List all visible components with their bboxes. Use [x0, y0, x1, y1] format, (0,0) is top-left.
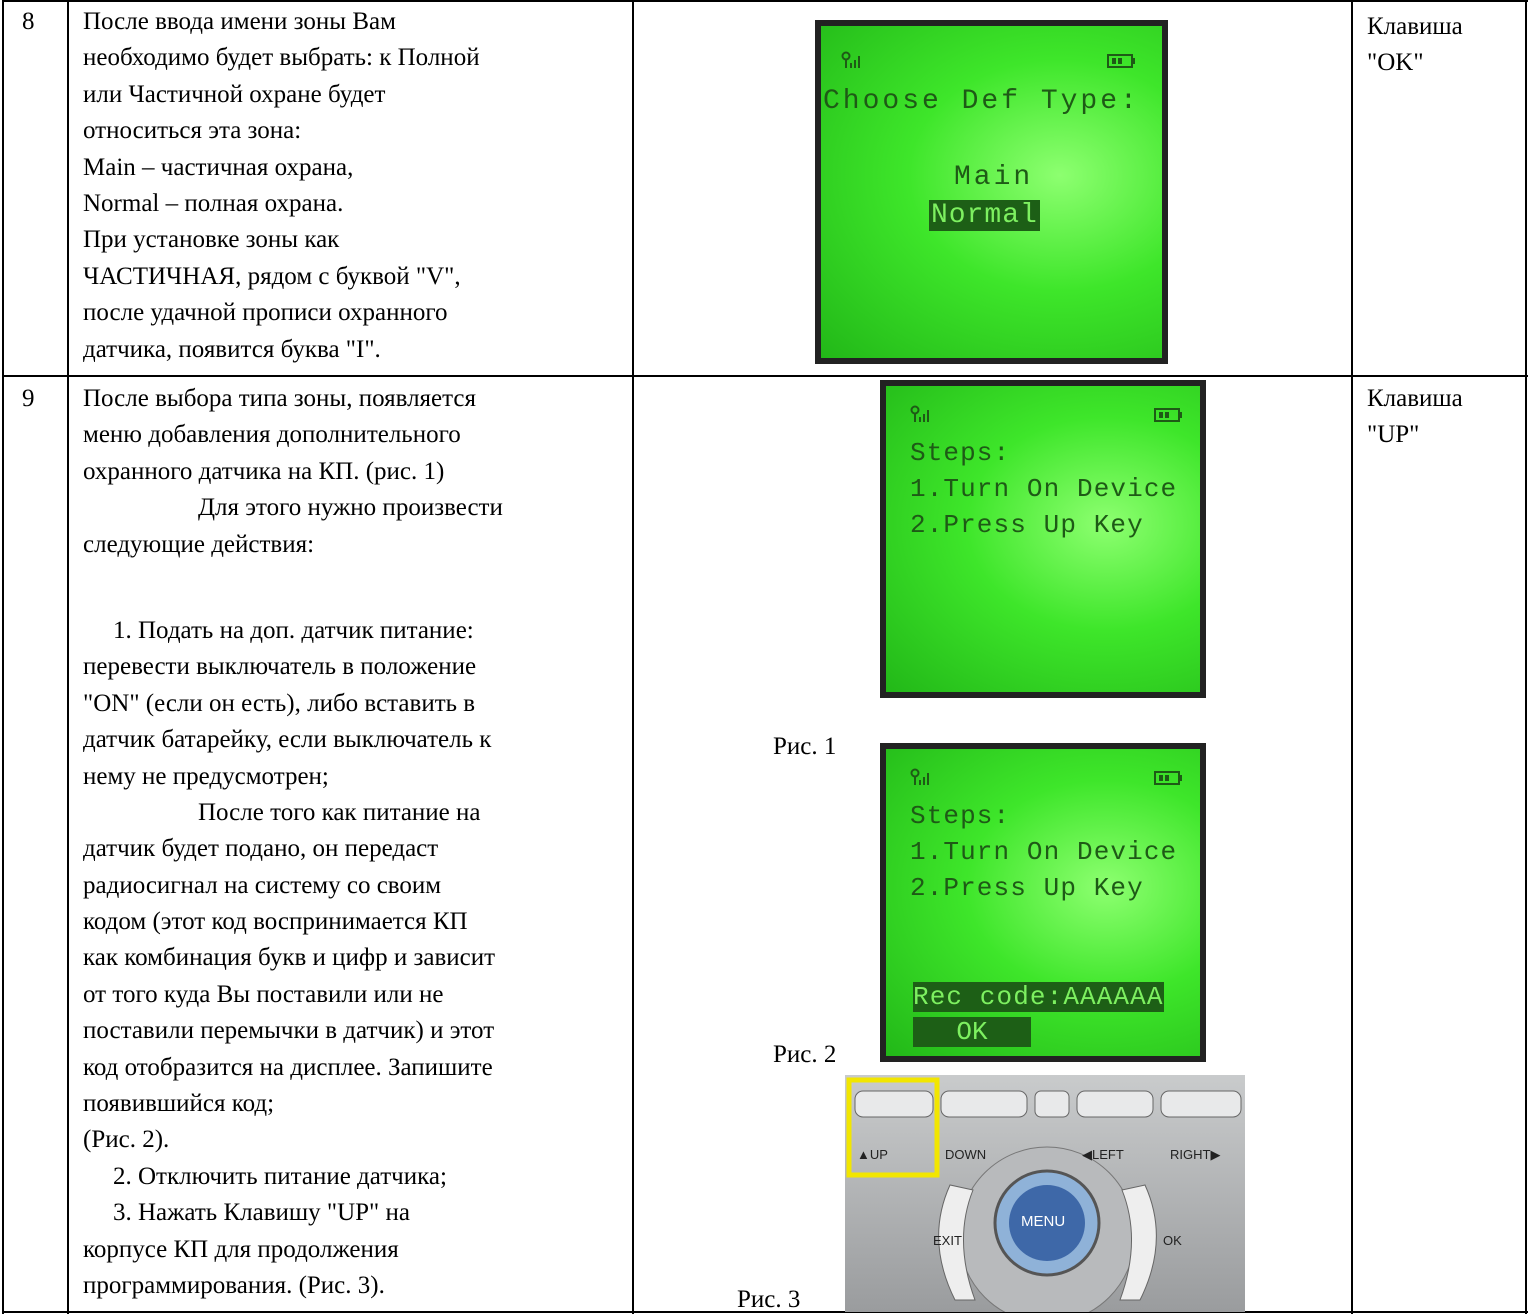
lcd-screen: Choose Def Type: Main Normal [815, 20, 1168, 364]
text-line: После ввода имени зоны Вам [83, 8, 396, 35]
key-caption: EXIT [933, 1233, 962, 1248]
key-label: "UP" [1367, 421, 1420, 448]
signal-icon [910, 405, 929, 422]
battery-icon [1154, 771, 1182, 785]
signal-icon [841, 51, 860, 68]
text-line: датчик батарейку, если выключатель к [83, 726, 492, 754]
text-line: датчик будет подано, он передаст [83, 835, 439, 863]
text-line: Normal – полная охрана. [83, 189, 344, 217]
text-line: кодом (этот код воспринимается КП [83, 908, 468, 936]
text-line: ЧАСТИЧНАЯ, рядом с буквой "V", [83, 262, 461, 290]
table-border [2, 0, 1528, 2]
battery-icon [1107, 54, 1135, 68]
lcd-text: 1.Turn On Device [910, 474, 1178, 504]
figure-caption: Рис. 3 [737, 1286, 801, 1313]
figure-caption: Рис. 1 [773, 733, 837, 760]
keypad-photo: ▲UP DOWN ◀LEFT RIGHT▶ MENU EXIT OK [845, 1075, 1245, 1312]
text-line: как комбинация букв и цифр и зависит [83, 944, 496, 972]
text-line: от того куда Вы поставили или не [83, 980, 444, 1008]
text-line: относиться эта зона: [83, 117, 302, 145]
keypad-shapes [846, 1077, 1242, 1312]
lcd-text: 2.Press Up Key [910, 510, 1144, 540]
battery-icon [1154, 408, 1182, 422]
row-text: После выбора типа зоны, появляется меню д… [83, 381, 628, 1304]
text-line: перевести выключатель в положение [83, 653, 477, 681]
key-caption: OK [1163, 1233, 1182, 1248]
text-line: программирования. (Рис. 3). [83, 1271, 385, 1299]
text-line: Main – частичная охрана, [83, 153, 354, 181]
row-number: 9 [22, 385, 35, 412]
text-line: 2. Отключить питание датчика; [113, 1162, 447, 1190]
text-line: (Рис. 2). [83, 1126, 170, 1154]
text-line: код отобразится на дисплее. Запишите [83, 1053, 493, 1081]
text-line: После того как питание на [198, 798, 481, 826]
lcd-selected: OK [913, 1017, 1031, 1047]
table-border [2, 375, 1528, 377]
text-line: нему не предусмотрен; [83, 762, 329, 790]
lcd-text: Choose Def Type: [823, 86, 1140, 117]
text-line: или Частичной охране будет [83, 80, 386, 108]
text-line: меню добавления дополнительного [83, 421, 461, 449]
paragraph: После того как питание на датчик будет по… [83, 795, 628, 1159]
key-label: Клавиша [1367, 13, 1463, 40]
text-line: После выбора типа зоны, появляется [83, 385, 476, 412]
lcd-selected: Normal [929, 200, 1040, 231]
paragraph: 3. Нажать Клавишу "UP" на корпусе КП для … [83, 1195, 628, 1304]
table-border [1525, 0, 1527, 1314]
text-line: появившийся код; [83, 1090, 275, 1118]
text-line: охранного датчика на КП. (рис. 1) [83, 457, 445, 485]
paragraph: Для этого нужно произвести следующие дейс… [83, 490, 628, 563]
text-line: после удачной прописи охранного [83, 299, 448, 327]
text-line: При установке зоны как [83, 226, 340, 254]
text-line: следующие действия: [83, 530, 315, 558]
text-line: поставили перемычки в датчик) и этот [83, 1017, 495, 1045]
paragraph: После выбора типа зоны, появляется меню д… [83, 381, 628, 490]
lcd-screen: Steps: 1.Turn On Device 2.Press Up Key [880, 380, 1206, 698]
lcd-text: Main [954, 162, 1034, 193]
key-caption: MENU [1021, 1213, 1066, 1230]
text-line: Для этого нужно произвести [198, 494, 503, 522]
key-label: "OK" [1367, 49, 1424, 76]
row-number: 8 [22, 8, 35, 35]
lcd-text: 2.Press Up Key [910, 873, 1144, 903]
key-caption: ◀LEFT [1082, 1147, 1124, 1162]
key-caption: DOWN [945, 1147, 987, 1162]
text-line: корпусе КП для продолжения [83, 1235, 399, 1263]
lcd-selected: Rec code:AAAAAA [913, 982, 1164, 1012]
key-label: Клавиша [1367, 385, 1463, 412]
text-line: "ON" (если он есть), либо вставить в [83, 689, 476, 717]
lcd-text: Steps: [910, 801, 1011, 831]
paragraph: 1. Подать на доп. датчик питание: перевес… [83, 613, 628, 795]
signal-icon [910, 768, 929, 785]
table-border [632, 0, 634, 1314]
key-caption: ▲UP [857, 1147, 888, 1162]
lcd-text: Steps: [910, 438, 1011, 468]
table-border [67, 0, 69, 1314]
text-line: 1. Подать на доп. датчик питание: [113, 616, 474, 644]
table-border [2, 0, 4, 1314]
table-border [1351, 0, 1353, 1314]
figure-caption: Рис. 2 [773, 1041, 837, 1068]
text-line: 3. Нажать Клавишу "UP" на [113, 1199, 410, 1227]
row-text: После ввода имени зоны Вам необходимо буд… [83, 4, 480, 368]
text-line: необходимо будет выбрать: к Полной [83, 44, 480, 72]
lcd-text: 1.Turn On Device [910, 837, 1178, 867]
table-border [2, 1311, 1528, 1313]
text-line: датчика, появится буква "I". [83, 335, 381, 363]
key-caption: RIGHT▶ [1170, 1147, 1221, 1162]
lcd-screen: Steps: 1.Turn On Device 2.Press Up Key R… [880, 743, 1206, 1062]
text-line: радиосигнал на систему со своим [83, 871, 442, 899]
paragraph: 2. Отключить питание датчика; [83, 1159, 628, 1195]
